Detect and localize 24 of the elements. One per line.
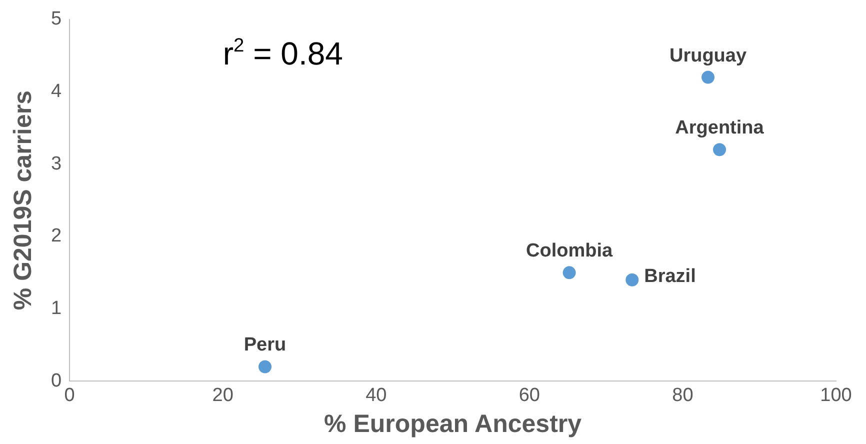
x-tick-label: 100 (820, 384, 852, 406)
point (626, 273, 639, 286)
x-tick-label: 0 (64, 384, 75, 406)
annotation: Argentina (675, 118, 764, 139)
point (562, 266, 576, 280)
x-tick-label: 80 (672, 384, 694, 406)
x-tick-label: 20 (212, 384, 234, 406)
annotation: Colombia (526, 240, 613, 262)
y-tick-label: 1 (50, 298, 62, 320)
x-tick-label: 40 (366, 384, 387, 406)
point (258, 360, 272, 374)
y-tick-label: 3 (50, 153, 62, 174)
x-tick-label: 60 (518, 384, 540, 406)
point (713, 143, 726, 156)
y-tick-label: 4 (50, 80, 62, 102)
y-tick-label: 0 (50, 370, 62, 392)
annotation: Peru (244, 334, 286, 356)
annotation: Uruguay (669, 45, 747, 66)
x-axis-title: % European Ancestry (324, 410, 582, 438)
annotation: Brazil (644, 266, 696, 287)
y-tick-label: 2 (50, 226, 62, 247)
point (702, 70, 715, 84)
y-axis-title: % G2019S carriers (8, 90, 37, 310)
y-tick-label: 5 (50, 8, 62, 30)
